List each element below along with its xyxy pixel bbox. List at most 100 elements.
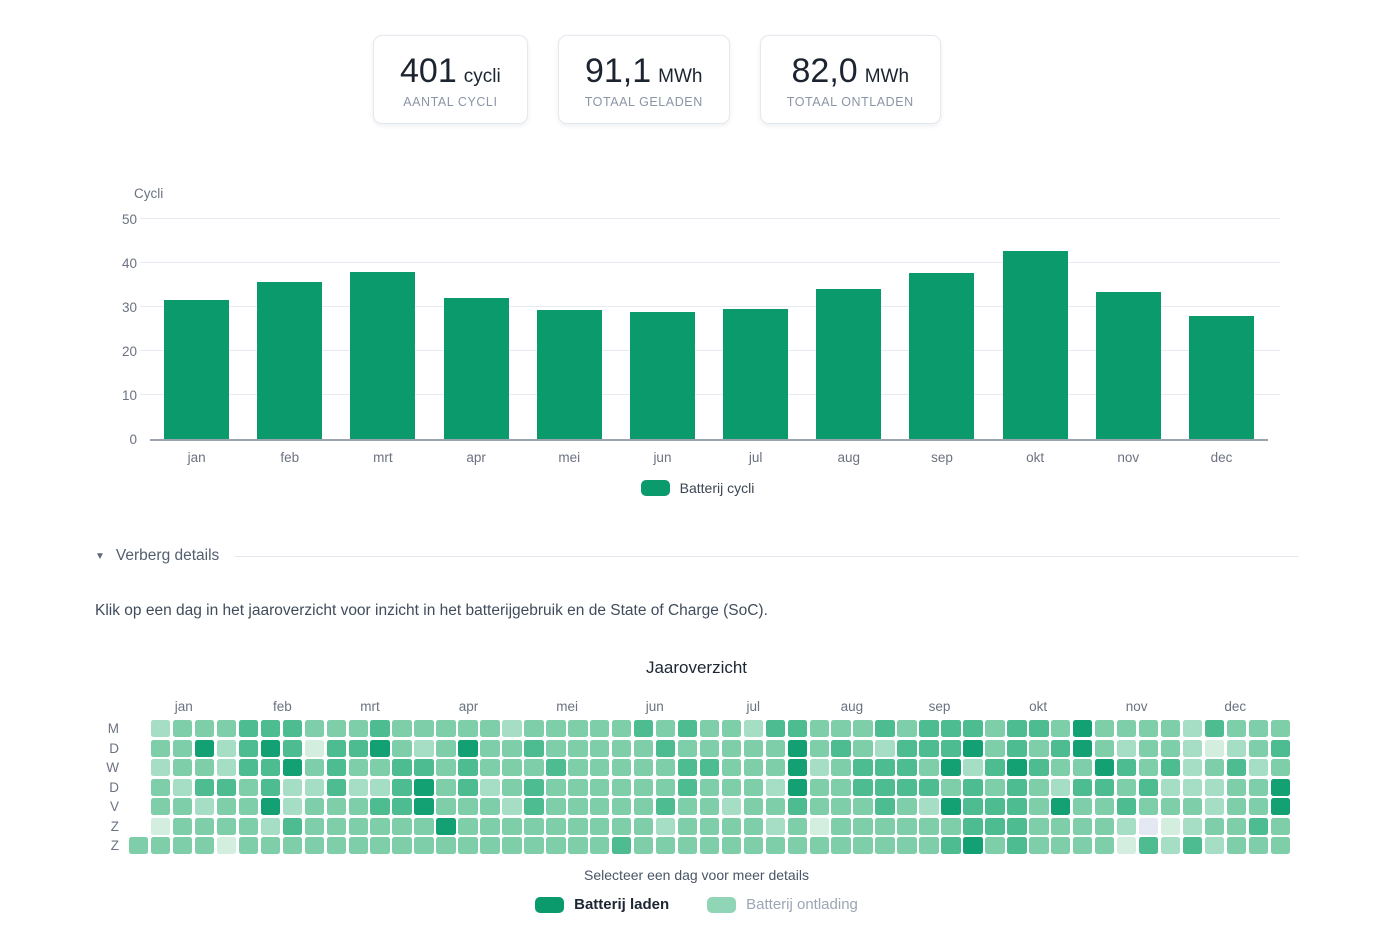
heatmap-cell[interactable]: [963, 837, 983, 854]
heatmap-cell[interactable]: [633, 837, 654, 854]
heatmap-cell[interactable]: [1029, 720, 1049, 737]
heatmap-cell[interactable]: [1072, 739, 1093, 757]
heatmap-cell[interactable]: [524, 720, 544, 737]
heatmap-cell[interactable]: [260, 778, 281, 796]
heatmap-cell[interactable]: [1204, 759, 1225, 776]
heatmap-cell[interactable]: [568, 759, 588, 776]
heatmap-cell[interactable]: [1029, 739, 1049, 757]
heatmap-cell[interactable]: [853, 759, 873, 776]
heatmap-cell[interactable]: [129, 837, 149, 854]
heatmap-cell[interactable]: [787, 720, 808, 737]
bar-mrt[interactable]: [350, 272, 416, 439]
heatmap-cell[interactable]: [216, 778, 237, 796]
heatmap-cell[interactable]: [677, 817, 698, 835]
heatmap-cell[interactable]: [1248, 798, 1269, 815]
heatmap-cell[interactable]: [875, 837, 895, 854]
heatmap-cell[interactable]: [282, 759, 303, 776]
bar-jul[interactable]: [723, 309, 789, 439]
heatmap-cell[interactable]: [1094, 720, 1115, 737]
heatmap-cell[interactable]: [875, 759, 895, 776]
heatmap-cell[interactable]: [1138, 798, 1159, 815]
heatmap-cell[interactable]: [348, 759, 368, 776]
heatmap-cell[interactable]: [743, 778, 764, 796]
heatmap-cell[interactable]: [502, 837, 522, 854]
heatmap-cell[interactable]: [941, 759, 961, 776]
heatmap-cell[interactable]: [172, 759, 193, 776]
heatmap-cell[interactable]: [919, 739, 939, 757]
heatmap-cell[interactable]: [590, 720, 610, 737]
heatmap-cell[interactable]: [1116, 720, 1137, 737]
heatmap-cell[interactable]: [655, 798, 676, 815]
heatmap-cell[interactable]: [1226, 778, 1247, 796]
heatmap-cell[interactable]: [1248, 817, 1269, 835]
heatmap-cell[interactable]: [326, 720, 347, 737]
bar-jun[interactable]: [629, 311, 695, 439]
heatmap-cell[interactable]: [238, 739, 259, 757]
heatmap-cell[interactable]: [480, 759, 500, 776]
heatmap-cell[interactable]: [1094, 837, 1115, 854]
heatmap-cell[interactable]: [546, 759, 566, 776]
heatmap-cell[interactable]: [150, 817, 171, 835]
heatmap-cell[interactable]: [787, 739, 808, 757]
heatmap-cell[interactable]: [1029, 759, 1049, 776]
heatmap-cell[interactable]: [414, 817, 434, 835]
heatmap-cell[interactable]: [787, 837, 808, 854]
heatmap-cell[interactable]: [633, 798, 654, 815]
heatmap-cell[interactable]: [699, 798, 720, 815]
heatmap-cell[interactable]: [985, 798, 1005, 815]
heatmap-cell[interactable]: [1182, 739, 1203, 757]
heatmap-cell[interactable]: [875, 798, 895, 815]
heatmap-cell[interactable]: [172, 798, 193, 815]
heatmap-cell[interactable]: [238, 720, 259, 737]
heatmap-cell[interactable]: [414, 798, 434, 815]
heatmap-cell[interactable]: [1094, 817, 1115, 835]
heatmap-cell[interactable]: [1270, 739, 1290, 757]
bar-okt[interactable]: [1002, 250, 1068, 439]
heatmap-cell[interactable]: [1160, 798, 1181, 815]
heatmap-cell[interactable]: [809, 759, 829, 776]
heatmap-cell[interactable]: [633, 817, 654, 835]
heatmap-cell[interactable]: [611, 798, 632, 815]
heatmap-cell[interactable]: [546, 739, 566, 757]
heatmap-cell[interactable]: [1116, 759, 1137, 776]
heatmap-cell[interactable]: [897, 798, 917, 815]
heatmap-cell[interactable]: [458, 739, 478, 757]
heatmap-cell[interactable]: [524, 837, 544, 854]
heatmap-cell[interactable]: [633, 778, 654, 796]
heatmap-cell[interactable]: [1116, 739, 1137, 757]
heatmap-cell[interactable]: [655, 739, 676, 757]
heatmap-cell[interactable]: [677, 720, 698, 737]
heatmap-cell[interactable]: [1007, 837, 1027, 854]
heatmap-cell[interactable]: [809, 778, 829, 796]
heatmap-cell[interactable]: [480, 798, 500, 815]
heatmap-cell[interactable]: [326, 837, 347, 854]
heatmap-cell[interactable]: [743, 837, 764, 854]
heatmap-cell[interactable]: [765, 837, 786, 854]
heatmap-cell[interactable]: [194, 837, 215, 854]
heatmap-cell[interactable]: [875, 720, 895, 737]
heatmap-cell[interactable]: [370, 720, 390, 737]
heatmap-cell[interactable]: [853, 837, 873, 854]
heatmap-cell[interactable]: [633, 759, 654, 776]
heatmap-cell[interactable]: [1051, 798, 1071, 815]
heatmap-cell[interactable]: [1270, 759, 1290, 776]
heatmap-cell[interactable]: [326, 759, 347, 776]
heatmap-cell[interactable]: [831, 837, 851, 854]
heatmap-cell[interactable]: [809, 817, 829, 835]
heatmap-cell[interactable]: [480, 817, 500, 835]
heatmap-cell[interactable]: [216, 739, 237, 757]
heatmap-cell[interactable]: [1007, 720, 1027, 737]
heatmap-cell[interactable]: [524, 817, 544, 835]
heatmap-cell[interactable]: [150, 759, 171, 776]
heatmap-cell[interactable]: [985, 778, 1005, 796]
heatmap-cell[interactable]: [304, 759, 325, 776]
heatmap-cell[interactable]: [546, 720, 566, 737]
heatmap-cell[interactable]: [568, 837, 588, 854]
heatmap-cell[interactable]: [436, 837, 456, 854]
heatmap-cell[interactable]: [304, 720, 325, 737]
heatmap-cell[interactable]: [414, 720, 434, 737]
heatmap-cell[interactable]: [1051, 759, 1071, 776]
heatmap-cell[interactable]: [787, 798, 808, 815]
heatmap-cell[interactable]: [436, 798, 456, 815]
heatmap-cell[interactable]: [370, 798, 390, 815]
